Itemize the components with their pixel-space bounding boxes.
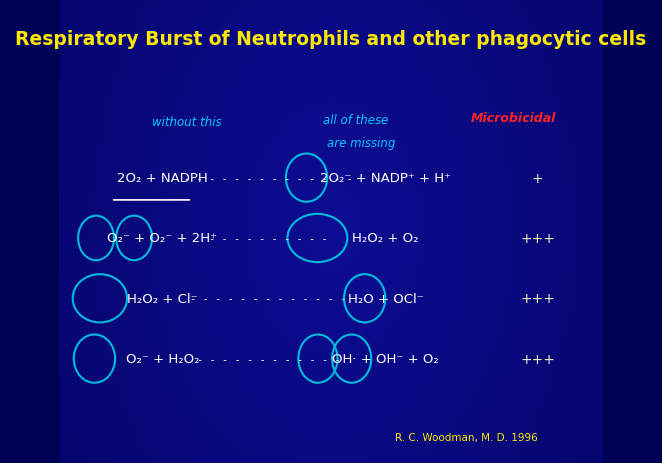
Text: 2O₂ + NADPH: 2O₂ + NADPH xyxy=(117,172,208,185)
Text: O₂⁻ + H₂O₂: O₂⁻ + H₂O₂ xyxy=(126,352,199,365)
Text: Microbicidal: Microbicidal xyxy=(471,112,556,125)
Text: +++: +++ xyxy=(520,232,555,245)
Text: - - - - - - - - - - - - - -: - - - - - - - - - - - - - - xyxy=(184,173,353,183)
Text: - - - - - - - - - - - -: - - - - - - - - - - - - xyxy=(197,354,340,364)
Text: O₂⁻ + O₂⁻ + 2H⁺: O₂⁻ + O₂⁻ + 2H⁺ xyxy=(107,232,217,245)
Text: R. C. Woodman, M. D. 1996: R. C. Woodman, M. D. 1996 xyxy=(395,432,538,443)
Text: H₂O₂ + O₂: H₂O₂ + O₂ xyxy=(352,232,418,245)
Text: all of these: all of these xyxy=(323,114,388,127)
Text: H₂O₂ + Cl⁻: H₂O₂ + Cl⁻ xyxy=(127,292,198,305)
Text: OH· + OH⁻ + O₂: OH· + OH⁻ + O₂ xyxy=(332,352,439,365)
Text: H₂O + OCl⁻: H₂O + OCl⁻ xyxy=(348,292,423,305)
Text: - - - - - - - - - - - - -: - - - - - - - - - - - - - xyxy=(191,294,347,304)
Text: 2O₂⁻ + NADP⁺ + H⁺: 2O₂⁻ + NADP⁺ + H⁺ xyxy=(320,172,451,185)
Text: +: + xyxy=(532,171,544,185)
Text: +++: +++ xyxy=(520,292,555,306)
Text: Respiratory Burst of Neutrophils and other phagocytic cells: Respiratory Burst of Neutrophils and oth… xyxy=(15,30,647,49)
Text: - - - - - - - - - -: - - - - - - - - - - xyxy=(209,233,328,244)
Text: are missing: are missing xyxy=(327,137,395,150)
Text: without this: without this xyxy=(152,116,222,129)
Text: +++: +++ xyxy=(520,352,555,366)
